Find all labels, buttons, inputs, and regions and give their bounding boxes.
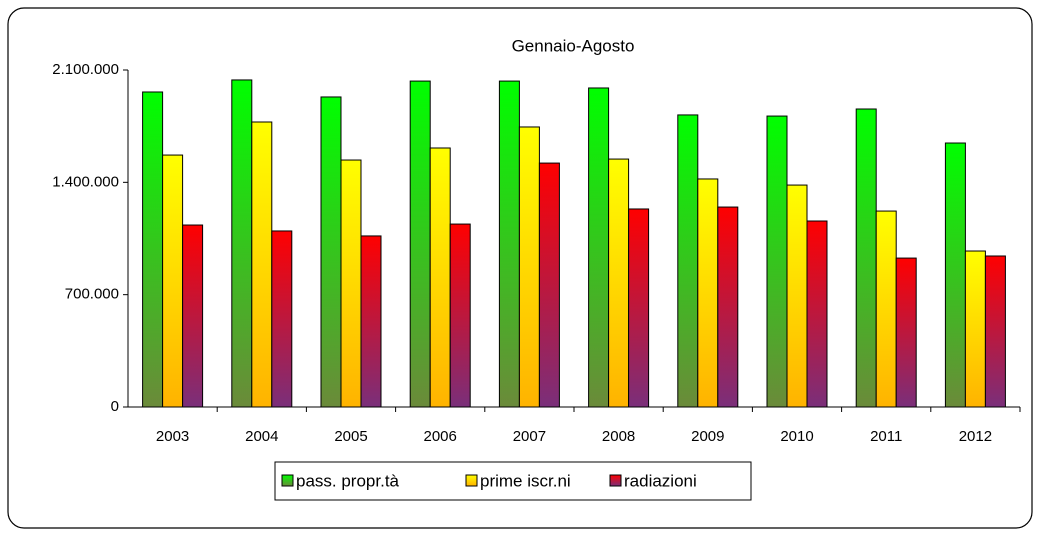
bar	[340, 159, 362, 408]
bar	[766, 115, 788, 408]
bar	[538, 162, 560, 408]
y-tick-label: 1.400.000	[52, 173, 119, 190]
bar	[142, 91, 164, 408]
bar	[182, 224, 204, 408]
bar	[875, 210, 897, 408]
bar	[697, 178, 719, 408]
bar	[855, 108, 877, 408]
legend-label: pass. propr.tà	[296, 471, 400, 490]
bar	[518, 126, 540, 408]
legend-swatch	[465, 474, 478, 487]
y-tick-label: 700.000	[65, 286, 119, 303]
x-tick-label: 2009	[691, 428, 724, 445]
y-tick-label: 0	[111, 398, 119, 415]
x-tick-label: 2007	[513, 428, 546, 445]
bar	[895, 257, 917, 408]
legend-swatch	[609, 474, 622, 487]
y-tick-label: 2.100.000	[52, 61, 119, 78]
bar	[409, 80, 431, 408]
bar	[786, 184, 808, 408]
legend-label: radiazioni	[624, 471, 697, 490]
legend-swatch	[281, 474, 294, 487]
bar	[806, 220, 828, 408]
x-tick-label: 2008	[602, 428, 635, 445]
bar	[320, 96, 342, 408]
x-tick-label: 2011	[870, 428, 902, 445]
chart-title: Gennaio-Agosto	[512, 36, 635, 55]
x-tick-label: 2012	[959, 428, 992, 445]
bar	[498, 80, 520, 408]
bar	[231, 79, 253, 408]
bar	[717, 206, 739, 408]
x-tick-label: 2010	[780, 428, 813, 445]
bar	[608, 158, 630, 408]
bar	[628, 208, 650, 408]
bar	[677, 114, 699, 408]
bar	[251, 121, 273, 408]
legend-box	[274, 461, 752, 501]
bar	[944, 142, 966, 408]
bar	[271, 230, 293, 408]
bar	[449, 223, 471, 408]
bar	[162, 154, 184, 408]
x-tick-label: 2005	[334, 428, 367, 445]
bar	[964, 250, 986, 408]
x-tick-label: 2006	[424, 428, 457, 445]
legend-label: prime iscr.ni	[480, 471, 571, 490]
x-tick-label: 2004	[245, 428, 278, 445]
x-tick-label: 2003	[156, 428, 189, 445]
bar	[429, 147, 451, 408]
bar	[588, 87, 610, 408]
bar	[984, 255, 1006, 408]
bar	[360, 235, 382, 408]
